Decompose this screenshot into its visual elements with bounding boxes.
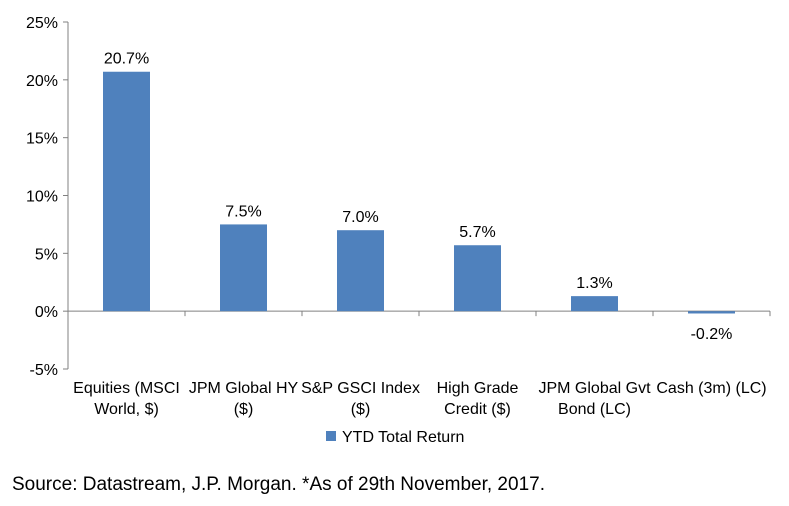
legend-swatch: [326, 431, 336, 441]
data-label: 7.0%: [342, 209, 378, 226]
bar: [337, 230, 384, 312]
y-tick-label: 25%: [26, 15, 58, 32]
category-label: ($): [234, 401, 254, 418]
data-label: 5.7%: [459, 224, 495, 241]
bar: [688, 311, 735, 314]
y-tick-label: 10%: [26, 189, 58, 206]
category-label: S&P GSCI Index: [301, 380, 420, 397]
category-label: JPM Global Gvt: [538, 380, 651, 397]
y-tick-label: 0%: [35, 304, 58, 321]
bar: [220, 224, 267, 312]
bar: [571, 296, 618, 312]
category-label: World, $): [94, 401, 159, 418]
data-label: 7.5%: [225, 203, 261, 220]
bar: [103, 71, 150, 312]
y-tick-label: 5%: [35, 246, 58, 263]
bar: [454, 245, 501, 312]
y-tick-label: 15%: [26, 131, 58, 148]
data-label: -0.2%: [691, 326, 733, 343]
category-label: Cash (3m) (LC): [656, 380, 766, 397]
data-labels: 20.7% 7.5% 7.0% 5.7% 1.3% -0.2%: [104, 51, 733, 343]
x-axis-labels: Equities (MSCI World, $) JPM Global HY ($) S…: [73, 380, 766, 418]
bar-chart: 25% 20% 15% 10% 5% 0% -5% 20.7% 7.5% 7.0% 5.7% 1.3…: [26, 15, 771, 446]
data-label: 20.7%: [104, 51, 149, 68]
bars: [103, 71, 735, 314]
legend-label: YTD Total Return: [342, 429, 464, 446]
category-label: Bond (LC): [558, 401, 631, 418]
category-label: JPM Global HY: [189, 380, 299, 397]
y-tick-label: -5%: [30, 362, 58, 379]
source-note: Source: Datastream, J.P. Morgan. *As of …: [12, 474, 545, 495]
category-label: Credit ($): [444, 401, 511, 418]
category-label: Equities (MSCI: [73, 380, 180, 397]
legend: YTD Total Return: [326, 429, 464, 446]
y-axis: 25% 20% 15% 10% 5% 0% -5%: [26, 15, 771, 379]
category-label: High Grade: [437, 380, 519, 397]
category-label: ($): [351, 401, 371, 418]
data-label: 1.3%: [576, 275, 612, 292]
y-tick-label: 20%: [26, 73, 58, 90]
